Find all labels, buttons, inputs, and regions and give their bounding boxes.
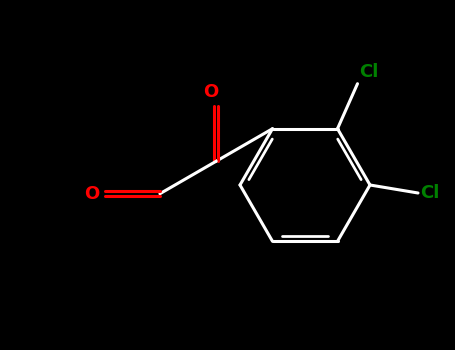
Text: Cl: Cl [420, 184, 440, 202]
Text: O: O [85, 185, 100, 203]
Text: Cl: Cl [359, 63, 379, 81]
Text: O: O [203, 83, 219, 101]
